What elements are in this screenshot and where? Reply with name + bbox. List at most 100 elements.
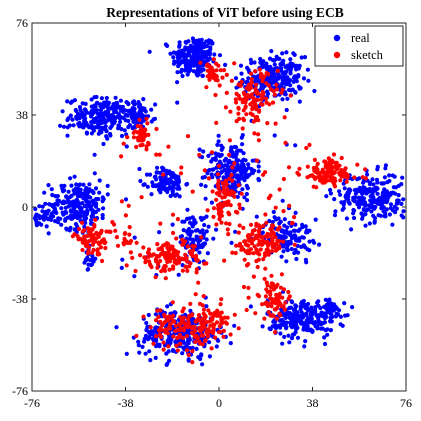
point-real	[367, 182, 373, 187]
point-real	[291, 79, 296, 84]
point-real	[99, 112, 104, 117]
point-real	[153, 102, 158, 107]
point-real	[268, 64, 273, 69]
point-real	[393, 210, 398, 215]
point-real	[244, 191, 249, 197]
point-real	[233, 165, 238, 171]
point-real	[349, 227, 354, 232]
point-real	[186, 357, 191, 362]
point-sketch	[268, 289, 273, 294]
point-real	[329, 304, 335, 309]
point-real	[65, 99, 70, 104]
point-real	[136, 343, 141, 348]
point-sketch	[234, 91, 239, 96]
point-real	[304, 305, 309, 310]
point-sketch	[211, 57, 216, 62]
y-tick-label: 38	[16, 108, 28, 122]
point-sketch	[338, 171, 343, 176]
point-sketch	[226, 199, 231, 204]
point-sketch	[249, 77, 254, 82]
point-real	[78, 213, 83, 218]
point-sketch	[280, 295, 285, 300]
point-real	[242, 165, 247, 170]
point-sketch	[214, 68, 219, 73]
point-sketch	[228, 332, 233, 337]
point-real	[77, 124, 82, 129]
point-real	[248, 57, 253, 62]
point-sketch	[224, 321, 229, 326]
point-sketch	[333, 178, 338, 183]
point-real	[89, 123, 94, 128]
point-real	[323, 328, 328, 333]
point-real	[196, 242, 201, 248]
point-sketch	[123, 213, 128, 218]
point-sketch	[246, 236, 251, 241]
point-sketch	[232, 161, 237, 166]
point-real	[282, 217, 287, 222]
point-sketch	[89, 235, 95, 240]
point-sketch	[146, 142, 151, 147]
point-real	[68, 213, 73, 218]
point-real	[342, 186, 347, 191]
point-real	[57, 199, 62, 204]
point-sketch	[225, 227, 230, 232]
point-real	[207, 52, 212, 57]
point-sketch	[269, 273, 274, 278]
point-real	[240, 133, 245, 138]
point-real	[69, 183, 74, 188]
point-sketch	[218, 302, 223, 307]
point-real	[44, 224, 49, 229]
point-real	[91, 259, 96, 264]
point-real	[203, 184, 208, 189]
point-real	[126, 108, 131, 114]
point-sketch	[181, 241, 186, 247]
point-real	[204, 237, 209, 242]
point-real	[43, 201, 48, 206]
point-real	[214, 344, 219, 349]
point-real	[104, 95, 109, 101]
point-sketch	[335, 166, 340, 171]
point-real	[236, 175, 241, 180]
point-real	[322, 304, 327, 309]
point-real	[280, 244, 286, 249]
point-sketch	[258, 102, 264, 107]
point-real	[175, 70, 180, 75]
point-sketch	[154, 152, 159, 157]
point-sketch	[329, 158, 334, 163]
point-real	[170, 189, 175, 195]
point-real	[108, 131, 113, 137]
point-real	[289, 336, 295, 341]
point-real	[317, 242, 322, 247]
point-real	[322, 341, 328, 347]
point-real	[63, 205, 68, 210]
point-real	[74, 114, 79, 119]
point-real	[83, 108, 88, 113]
point-real	[297, 238, 302, 243]
point-sketch	[202, 168, 207, 173]
point-real	[280, 198, 285, 203]
point-real	[100, 215, 105, 221]
point-real	[210, 167, 215, 172]
point-sketch	[139, 131, 144, 136]
point-real	[245, 198, 250, 203]
point-sketch	[266, 83, 271, 88]
point-sketch	[138, 253, 143, 258]
point-sketch	[249, 241, 255, 246]
point-real	[149, 329, 154, 334]
point-sketch	[214, 222, 219, 227]
point-real	[88, 258, 93, 263]
point-real	[84, 130, 89, 135]
point-sketch	[207, 69, 212, 74]
point-sketch	[251, 251, 256, 256]
point-sketch	[219, 220, 224, 225]
point-sketch	[202, 316, 207, 321]
y-tick-label: 0	[22, 200, 28, 214]
point-sketch	[352, 175, 357, 180]
point-real	[341, 200, 346, 205]
point-real	[271, 70, 276, 75]
point-sketch	[219, 310, 224, 315]
point-real	[184, 40, 189, 45]
point-sketch	[273, 205, 278, 210]
point-real	[221, 175, 226, 180]
point-real	[351, 215, 357, 221]
